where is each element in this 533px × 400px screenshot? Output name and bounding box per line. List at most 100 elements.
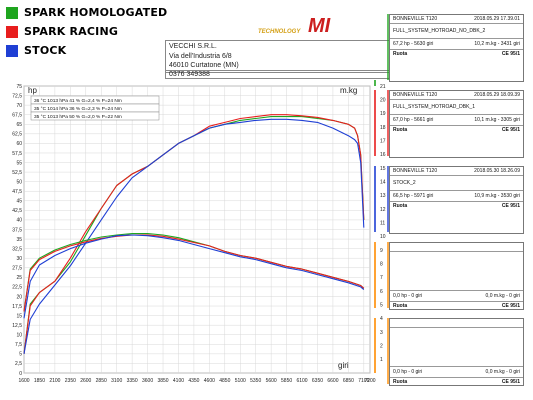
- panel-foot-left: Ruota: [393, 303, 408, 309]
- y-tick-label-right: 11: [380, 220, 385, 226]
- y-tick-label-left: 67,5: [12, 113, 22, 119]
- y-tick-label-left: 32,5: [12, 246, 22, 252]
- x-tick-label: 3100: [111, 378, 122, 384]
- x-tick-label: 6350: [312, 378, 323, 384]
- y-tick-label-right: 5: [380, 302, 383, 308]
- legend-label-homologated: SPARK HOMOLOGATED: [24, 6, 168, 19]
- logo-tech-text: TECHNOLOGY: [258, 29, 301, 35]
- panel-date: 2018.05.29 18.09.39: [474, 92, 520, 98]
- company-street: Via dell'Industria 6/8: [169, 52, 232, 60]
- company-name: VECCHI S.R.L.: [169, 43, 217, 50]
- y-tick-label-left: 40: [16, 218, 22, 224]
- panel-foot-right: CE 95/1: [501, 127, 520, 133]
- y-tick-label-left: 35: [16, 237, 22, 243]
- condition-text: 35 °C 1014 hPa 36 % G=2,3 % P=24 Nm: [34, 106, 122, 112]
- y-tick-label-left: 17,5: [12, 304, 22, 310]
- panel-torque: 10,1 m.kg - 3305 giri: [474, 117, 520, 123]
- series-line-torque: [23, 234, 365, 319]
- company-city: 46010 Curtatone (MN): [169, 62, 239, 69]
- condition-text: 35 °C 1013 hPa 50 % G=2,0 % P=22 Nm: [34, 114, 122, 120]
- run-panel-2: BONNEVILLE T120 2018.05.29 18.09.39 FULL_…: [389, 90, 524, 158]
- y-tick-label-left: 7,5: [15, 342, 22, 348]
- panel-run-name: STOCK_2: [390, 176, 523, 191]
- legend-item-homologated: SPARK HOMOLOGATED: [6, 6, 167, 19]
- y-tick-label-left: 55: [16, 160, 22, 166]
- conditions-box: 36 °C 1013 hPa 41 % G=2,4 % P=24 Nm 35 °C…: [30, 95, 160, 121]
- y-tick-label-left: 45: [16, 199, 22, 205]
- series-line-power: [23, 118, 365, 354]
- x-tick-label: 1600: [18, 378, 29, 384]
- y-tick-label-left: 2,5: [15, 361, 22, 367]
- y-tick-label-right: 16: [380, 152, 386, 158]
- logo-main-text: MI: [308, 15, 331, 37]
- panel-foot-right: CE 95/1: [501, 303, 520, 309]
- x-tick-label: 6600: [327, 378, 338, 384]
- x-tick-label: 4600: [204, 378, 215, 384]
- y-tick-label-right: 8: [380, 261, 383, 267]
- x-tick-label: 2850: [96, 378, 107, 384]
- panel-power: 0,0 hp - 0 giri: [393, 369, 423, 375]
- y-tick-label-right: 14: [380, 179, 386, 185]
- legend-swatch-stock: [6, 44, 18, 57]
- y-tick-label-right: 12: [380, 207, 386, 213]
- y-axis-label-left: hp: [28, 86, 37, 95]
- panel-power: 66,5 hp - 5971 giri: [393, 193, 434, 199]
- brand-logo: TECHNOLOGY MI: [258, 15, 373, 43]
- y-tick-label-left: 42,5: [12, 208, 22, 214]
- chart-series: [23, 114, 365, 354]
- panel-foot-left: Ruota: [393, 379, 408, 385]
- panel-torque: 10,9 m.kg - 3530 giri: [474, 193, 520, 199]
- x-tick-label: 1850: [34, 378, 45, 384]
- panel-foot-left: Ruota: [393, 127, 408, 133]
- panel-run-name: FULL_SYSTEM_HOTROAD_DBK_1: [390, 100, 523, 115]
- y-tick-label-left: 57,5: [12, 151, 22, 157]
- panel-foot-right: CE 95/1: [501, 51, 520, 57]
- y-tick-label-left: 10: [16, 333, 22, 339]
- x-tick-label: 5350: [250, 378, 261, 384]
- panel-foot-right: CE 95/1: [501, 379, 520, 385]
- y-tick-label-left: 50: [16, 179, 22, 185]
- x-tick-label: 7100: [358, 378, 369, 384]
- series-line-torque: [23, 234, 365, 312]
- legend-label-stock: STOCK: [24, 44, 67, 57]
- y-tick-label-left: 47,5: [12, 189, 22, 195]
- y-tick-label-right: 10: [380, 234, 386, 240]
- y-tick-label-right: 20: [380, 97, 386, 103]
- y-tick-label-left: 75: [16, 84, 22, 90]
- panel-bike: BONNEVILLE T120: [393, 168, 438, 174]
- y-tick-label-left: 25: [16, 275, 22, 281]
- run-panel-4: 0,0 hp - 0 giri 0,0 m.kg - 0 giri Ruota CE…: [389, 242, 524, 310]
- chart-ticks: 1600 1850 2100 2350 2600 2850 3100 3350 3600 3850…: [12, 84, 386, 384]
- panel-run-name: [390, 328, 523, 367]
- x-tick-label: 4350: [188, 378, 199, 384]
- panel-date: 2018.05.29 17.39.01: [474, 16, 520, 22]
- y-tick-label-left: 30: [16, 256, 22, 262]
- run-panel-3: BONNEVILLE T120 2018.05.30 18.26.09 STOCK…: [389, 166, 524, 234]
- panel-bike: BONNEVILLE T120: [393, 92, 438, 98]
- y-tick-label-right: 3: [380, 330, 383, 336]
- panel-torque: 10,2 m.kg - 3431 giri: [474, 41, 520, 47]
- legend-label-racing: SPARK RACING: [24, 25, 119, 38]
- x-axis-label: giri: [338, 361, 349, 370]
- y-tick-label-left: 22,5: [12, 285, 22, 291]
- x-tick-label: 2600: [80, 378, 91, 384]
- x-tick-label: 4100: [173, 378, 184, 384]
- y-tick-label-left: 0: [19, 371, 22, 377]
- y-tick-label-left: 70: [16, 103, 22, 109]
- panel-foot-right: CE 95/1: [501, 203, 520, 209]
- x-tick-label: 6100: [296, 378, 307, 384]
- y-tick-label-left: 20: [16, 294, 22, 300]
- y-tick-label-right: 19: [380, 111, 386, 117]
- y-tick-label-right: 6: [380, 289, 383, 295]
- x-tick-label: 5100: [235, 378, 246, 384]
- panel-run-name: [390, 252, 523, 291]
- panel-bike: BONNEVILLE T120: [393, 16, 438, 22]
- y-tick-label-left: 72,5: [12, 93, 22, 99]
- y-tick-label-right: 2: [380, 343, 383, 349]
- x-tick-label: 2350: [65, 378, 76, 384]
- condition-row: [30, 111, 160, 121]
- panel-power: 67,0 hp - 5661 giri: [393, 117, 434, 123]
- y-tick-label-right: 9: [380, 248, 383, 254]
- x-tick-label: 3350: [127, 378, 138, 384]
- y-tick-label-right: 18: [380, 125, 386, 131]
